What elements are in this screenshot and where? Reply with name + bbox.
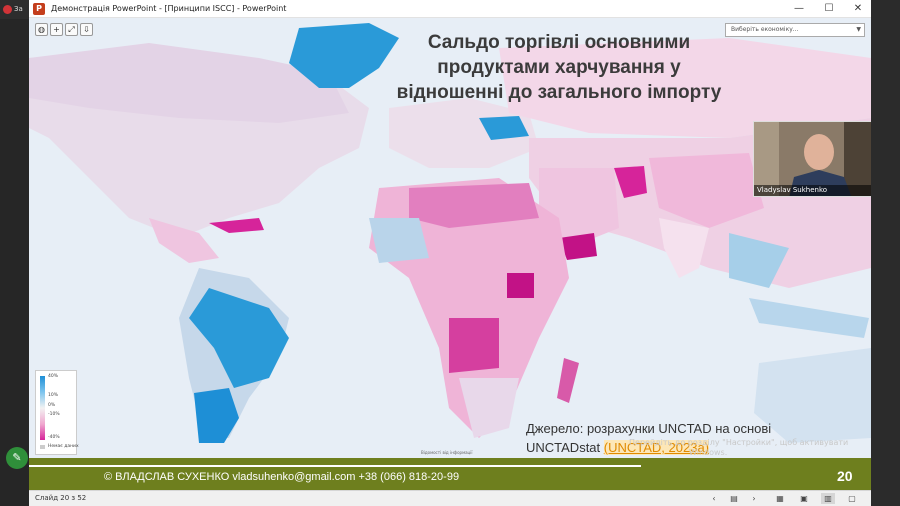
reading-view-icon[interactable]: ▥ [821, 493, 835, 504]
map-region-ukraine [479, 116, 529, 140]
source-line: UNCTADstat (UNCTAD, 2023а) [526, 438, 771, 457]
window-title: Демонстрація PowerPoint - [Принципи ISCC… [51, 4, 287, 13]
slide-title-line: Сальдо торгівлі основними [427, 32, 691, 53]
map-region-australia [754, 348, 871, 443]
world-map [29, 18, 871, 458]
legend-label-min: -40% [48, 435, 60, 440]
legend-label-nodata: Немає даних [48, 444, 79, 449]
presenter-video-icon [754, 122, 871, 196]
map-region-russia [499, 38, 871, 138]
slide-sorter-icon[interactable]: ▣ [800, 494, 808, 503]
map-region-central-africa [449, 318, 499, 373]
map-region-argentina [194, 388, 239, 443]
legend-color-scale [40, 376, 45, 440]
map-region-indonesia [749, 298, 869, 338]
map-region-canada [29, 43, 349, 123]
slide-footer: © ВЛАДСЛАВ СУХЕНКО vladsuhenko@gmail.com… [29, 458, 871, 490]
title-bar: P Демонстрація PowerPoint - [Принципи IS… [29, 0, 871, 18]
map-region-china [649, 153, 764, 228]
map-region-europe [389, 98, 539, 168]
meeting-tab[interactable]: За [0, 0, 29, 19]
activation-line: Перейдіть до розділу "Настройки", щоб ак… [629, 438, 849, 447]
meeting-app-strip: За ✎ [0, 0, 29, 506]
slide-title-line: відношенні до загального імпорту [396, 82, 722, 103]
map-region-mexico [149, 218, 219, 263]
chevron-down-icon: ▼ [856, 26, 861, 33]
legend-label-max: 40% [48, 374, 59, 379]
maximize-button[interactable]: ☐ [824, 3, 834, 14]
footer-contact: © ВЛАДСЛАВ СУХЕНКО vladsuhenko@gmail.com… [104, 471, 460, 483]
notes-icon[interactable]: ▤ [730, 494, 738, 503]
source-link[interactable]: (UNCTAD, 2023а) [603, 440, 709, 455]
minimize-button[interactable]: — [794, 3, 804, 14]
map-region-yemen [559, 233, 597, 260]
source-note: Джерело: розрахунки UNCTAD на основі UNC… [526, 419, 771, 457]
webcam-name: Vladyslav Sukhenko [754, 185, 871, 196]
pen-icon[interactable]: ✎ [6, 447, 28, 469]
map-region-north-africa [409, 183, 539, 228]
close-button[interactable]: ✕ [853, 3, 863, 14]
map-region-brazil [189, 288, 289, 388]
meeting-tab-label: За [14, 5, 23, 13]
legend-label-mid2: -10% [48, 412, 60, 417]
economy-select-value: Виберіть економіку... [731, 26, 799, 33]
map-region-india [659, 218, 709, 278]
zoom-in-icon[interactable]: + [50, 23, 63, 36]
status-bar: Слайд 20 з 52 ‹ ▤ › ▦ ▣ ▥ ▢ [29, 490, 871, 506]
slide-number: 20 [837, 468, 853, 484]
powerpoint-logo-icon: P [33, 3, 45, 15]
download-icon[interactable]: ⇩ [80, 23, 93, 36]
slide: ◍ + ⤢ ⇩ Виберіть економіку... ▼ Сальдо то… [29, 18, 871, 490]
slideshow-icon[interactable]: ▢ [848, 494, 856, 503]
map-legend: 40% 10% 0% -10% -40% Немає даних [35, 370, 79, 455]
map-region-west-africa [369, 218, 429, 263]
legend-label-zero: 0% [48, 403, 56, 408]
normal-view-icon[interactable]: ▦ [776, 494, 784, 503]
source-prefix: UNCTADstat [526, 440, 604, 455]
windows-activation-watermark: Перейдіть до розділу "Настройки", щоб ак… [629, 438, 848, 458]
slide-counter: Слайд 20 з 52 [35, 494, 87, 502]
footer-divider [29, 465, 641, 467]
webcam-video: Vladyslav Sukhenko [753, 121, 871, 197]
map-region-south-sudan [507, 273, 534, 298]
globe-icon[interactable]: ◍ [35, 23, 48, 36]
activation-line: Windows. [689, 448, 728, 457]
map-region-afghanistan [614, 166, 647, 198]
map-credit: Відомості від інформації [421, 450, 473, 455]
powerpoint-window: P Демонстрація PowerPoint - [Принципи IS… [29, 0, 871, 506]
previous-slide-button[interactable]: ‹ [712, 494, 716, 503]
map-region-caribbean [209, 218, 264, 233]
legend-nodata-swatch [40, 445, 45, 449]
next-slide-button[interactable]: › [752, 494, 756, 503]
fullscreen-icon[interactable]: ⤢ [65, 23, 78, 36]
slide-title: Сальдо торгівлі основними продуктами хар… [379, 30, 739, 105]
map-region-southeast-asia [729, 233, 789, 288]
source-line: Джерело: розрахунки UNCTAD на основі [526, 421, 772, 436]
record-icon [3, 4, 12, 14]
map-toolbar: ◍ + ⤢ ⇩ [35, 23, 93, 37]
slide-title-line: продуктами харчування у [437, 57, 681, 78]
economy-select[interactable]: Виберіть економіку... ▼ [725, 23, 865, 37]
legend-label-mid1: 10% [48, 393, 59, 398]
map-region-madagascar [557, 358, 579, 403]
map-region-southern-africa [459, 378, 519, 438]
map-region-greenland [289, 23, 399, 88]
